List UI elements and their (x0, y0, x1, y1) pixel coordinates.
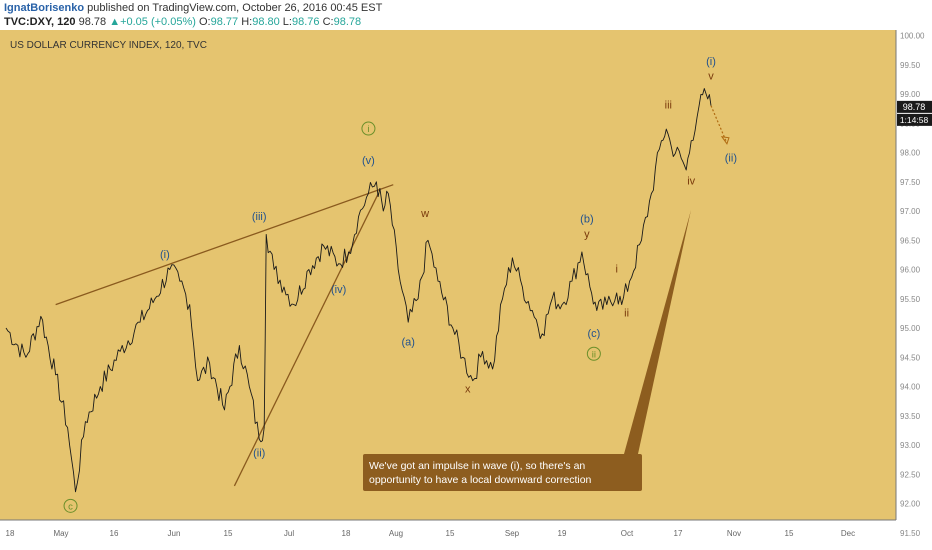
publish-info: IgnatBorisenko published on TradingView.… (4, 2, 382, 14)
wave-label: i (367, 124, 369, 135)
callout-pointer (624, 210, 691, 454)
symbol-info: TVC:DXY, 120 98.78 ▲+0.05 (+0.05%) O:98.… (4, 16, 361, 28)
wave-label: (ii) (725, 152, 737, 164)
last-price-tag-text: 98.78 (903, 102, 926, 112)
price-tick-label: 97.50 (900, 178, 921, 187)
price-tick-label: 96.00 (900, 266, 921, 275)
wave-label: x (465, 383, 471, 395)
price-tags: 98.78 1:14:58 (897, 100, 932, 126)
wave-label: iii (665, 100, 672, 112)
callout-text-line-2: opportunity to have a local downward cor… (369, 474, 592, 486)
change-value: +0.05 (+0.05%) (120, 16, 196, 28)
countdown-tag (897, 113, 932, 126)
time-tick-label: Oct (621, 529, 634, 538)
price-tick-label: 93.50 (900, 412, 921, 421)
callout-box (363, 454, 642, 491)
wave-label-circle (361, 121, 376, 136)
price-tick-label: 99.50 (900, 61, 921, 70)
time-tick-labels: 18 May 16 Jun 15 Jul 18 Aug 15 Sep 19 Oct 17 Nov 15 Dec (6, 529, 856, 538)
price-tick-label: 93.00 (900, 441, 921, 450)
change-up-icon: ▲ (109, 16, 121, 28)
last-price-tag (897, 100, 932, 113)
projection-arrowhead (720, 136, 730, 145)
price-tick-label: 91.50 (900, 529, 921, 538)
wave-label: v (708, 70, 714, 82)
high-label: H: (241, 16, 253, 28)
annotation-callout: We've got an impulse in wave (i), so the… (363, 210, 691, 491)
wave-label: (iv) (331, 284, 346, 296)
wave-label: (c) (587, 328, 600, 340)
close-label: C: (322, 16, 334, 28)
time-tick-label: Aug (389, 529, 403, 538)
price-tick-label: 95.00 (900, 324, 921, 333)
price-tick-labels: 100.0099.5099.0098.5098.0097.5097.0096.5… (900, 32, 925, 538)
open-value: 98.77 (210, 16, 239, 28)
time-tick-label: 17 (674, 529, 683, 538)
time-tick-label: 18 (6, 529, 15, 538)
price-tick-label: 95.50 (900, 295, 921, 304)
symbol-label: TVC:DXY, 120 (4, 16, 76, 28)
price-tick-label: 100.00 (900, 32, 925, 41)
wave-label: w (420, 208, 429, 220)
time-axis[interactable] (0, 520, 896, 550)
wave-label: y (584, 228, 590, 240)
trendline (233, 193, 379, 487)
price-tick-label: 94.50 (900, 353, 921, 362)
chart-title: US DOLLAR CURRENCY INDEX, 120, TVC (10, 40, 207, 51)
publish-header: IgnatBorisenko published on TradingView.… (0, 0, 932, 30)
price-tick-label: 92.00 (900, 500, 921, 509)
close-value: 98.78 (333, 16, 362, 28)
price-tick-label: 96.50 (900, 236, 921, 245)
time-tick-label: 18 (342, 529, 351, 538)
wave-label: (i) (706, 56, 716, 68)
price-tick-label: 92.50 (900, 470, 921, 479)
trendlines (55, 184, 394, 487)
low-label: L: (282, 16, 292, 28)
wave-label: c (68, 501, 73, 512)
countdown-tag-text: 1:14:58 (900, 115, 929, 125)
wave-label: (iii) (252, 211, 267, 223)
time-tick-label: 15 (224, 529, 233, 538)
time-tick-label: Nov (727, 529, 741, 538)
price-series (5, 88, 730, 493)
last-price: 98.78 (78, 16, 107, 28)
wave-label: iv (687, 176, 695, 188)
wave-label: ii (624, 307, 629, 319)
author-link[interactable]: IgnatBorisenko (4, 2, 85, 14)
price-chart[interactable]: US DOLLAR CURRENCY INDEX, 120, TVC 100.0… (0, 30, 932, 550)
low-value: 98.76 (291, 16, 320, 28)
high-value: 98.80 (252, 16, 280, 28)
wave-label-circle (63, 498, 78, 513)
wave-label: (ii) (253, 448, 265, 460)
wave-label-circle (586, 346, 601, 361)
price-line (5, 88, 712, 493)
wave-label: i (615, 263, 617, 275)
price-tick-label: 94.00 (900, 383, 921, 392)
time-tick-label: 19 (558, 529, 567, 538)
time-tick-label: Jun (168, 529, 181, 538)
time-tick-label: Sep (505, 529, 520, 538)
time-tick-label: Dec (841, 529, 855, 538)
wave-label: (b) (580, 214, 593, 226)
wave-label: ii (592, 349, 596, 360)
wave-label: (i) (160, 249, 170, 261)
open-label: O: (198, 16, 211, 28)
price-tick-label: 97.00 (900, 207, 921, 216)
time-tick-label: 15 (785, 529, 794, 538)
published-text: published on TradingView.com, October 26… (87, 2, 383, 14)
plot-area[interactable] (0, 30, 896, 520)
price-tick-label: 98.00 (900, 149, 921, 158)
price-tick-label: 99.00 (900, 90, 921, 99)
callout-text-line-1: We've got an impulse in wave (i), so the… (369, 460, 585, 472)
time-tick-label: May (53, 529, 68, 538)
time-tick-label: 16 (110, 529, 119, 538)
wave-label: (v) (362, 155, 375, 167)
time-tick-label: 15 (446, 529, 455, 538)
wave-label: (a) (401, 337, 414, 349)
time-tick-label: Jul (284, 529, 294, 538)
trendline (55, 184, 394, 306)
wave-labels: c(i)(ii)(iii)(iv)(v)iw(a)x(b)y(c)iiiiiii… (63, 56, 737, 513)
